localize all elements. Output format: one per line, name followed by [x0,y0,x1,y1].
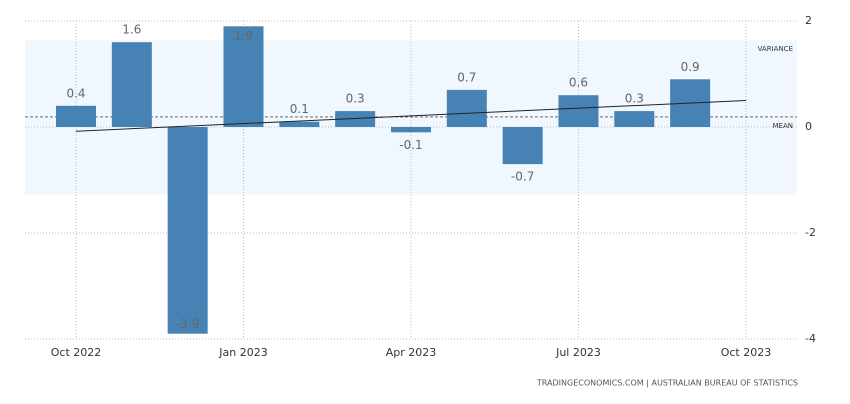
x-tick-label: Apr 2023 [386,346,437,359]
value-label: -0.1 [399,138,422,152]
y-tick-label: 0 [805,120,812,133]
mean-label: MEAN [773,122,794,130]
value-label: 0.6 [569,76,588,90]
bar [335,111,376,127]
bar [390,127,431,133]
value-label: 0.1 [290,102,309,116]
value-label: 0.3 [625,92,644,106]
x-tick-label: Oct 2022 [51,346,102,359]
bar [56,105,96,127]
value-label: 0.9 [681,60,700,74]
x-tick-label: Jan 2023 [218,346,267,359]
value-label: 0.3 [346,92,365,106]
bar [223,26,264,127]
value-label: -3.9 [176,317,199,331]
trend-line [75,100,746,132]
value-label: 0.4 [66,86,85,100]
bar [558,95,599,127]
bar [446,89,487,127]
y-tick-label: -2 [805,226,816,239]
bar [614,111,655,127]
x-tick-label: Oct 2023 [721,346,772,359]
bar [502,127,543,165]
y-tick-label: 2 [805,14,812,27]
value-label: -0.7 [511,170,534,184]
value-label: 1.6 [122,23,141,37]
bar [279,121,320,127]
value-label: 1.9 [234,29,253,43]
source: TRADINGECONOMICS.COM | AUSTRALIAN BUREAU… [536,379,798,388]
value-label: 0.7 [457,70,476,84]
y-tick-label: -4 [805,332,816,345]
variance-label: VARIANCE [758,45,793,53]
bar [167,127,208,334]
bar [111,42,152,128]
x-tick-label: Jul 2023 [555,346,601,359]
